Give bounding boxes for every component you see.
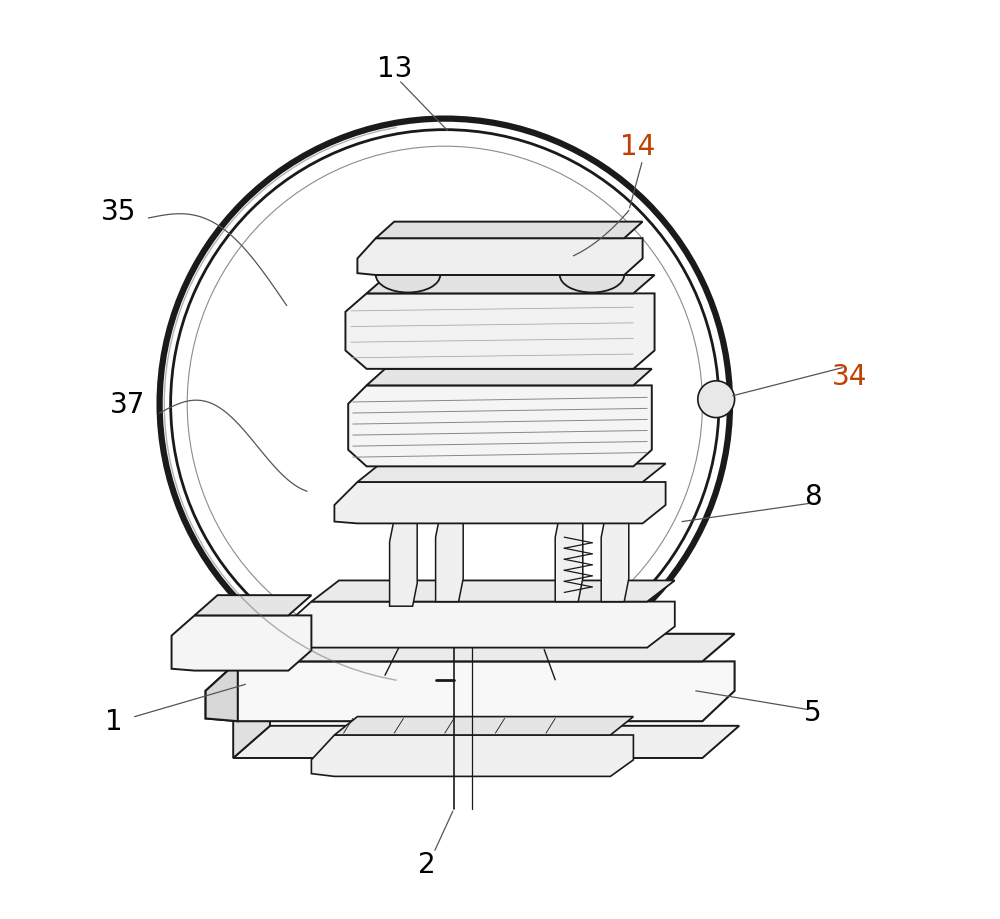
Polygon shape: [357, 464, 666, 482]
Polygon shape: [390, 519, 417, 607]
Polygon shape: [334, 717, 633, 735]
Text: 13: 13: [377, 55, 412, 83]
Polygon shape: [334, 482, 666, 524]
Polygon shape: [311, 581, 675, 602]
Text: 35: 35: [101, 198, 136, 225]
Polygon shape: [238, 634, 735, 662]
Polygon shape: [345, 294, 655, 369]
Polygon shape: [376, 222, 643, 239]
Text: 37: 37: [110, 391, 145, 418]
Ellipse shape: [560, 258, 624, 293]
Polygon shape: [206, 662, 238, 721]
Text: 14: 14: [620, 133, 656, 161]
Text: 2: 2: [418, 850, 435, 878]
Polygon shape: [172, 616, 311, 671]
Polygon shape: [206, 662, 735, 721]
Polygon shape: [555, 515, 583, 602]
Polygon shape: [311, 735, 633, 777]
Polygon shape: [601, 515, 629, 602]
Circle shape: [698, 381, 735, 418]
Polygon shape: [284, 602, 675, 648]
Polygon shape: [436, 515, 463, 602]
Polygon shape: [367, 369, 652, 386]
Text: 5: 5: [804, 698, 822, 726]
Polygon shape: [233, 726, 739, 758]
Polygon shape: [195, 596, 311, 616]
Polygon shape: [348, 386, 652, 467]
Polygon shape: [233, 662, 270, 758]
Polygon shape: [367, 276, 655, 294]
Polygon shape: [357, 239, 643, 276]
Ellipse shape: [376, 258, 440, 293]
Text: 1: 1: [105, 708, 122, 735]
Text: 8: 8: [804, 482, 822, 510]
Text: 34: 34: [832, 363, 867, 391]
